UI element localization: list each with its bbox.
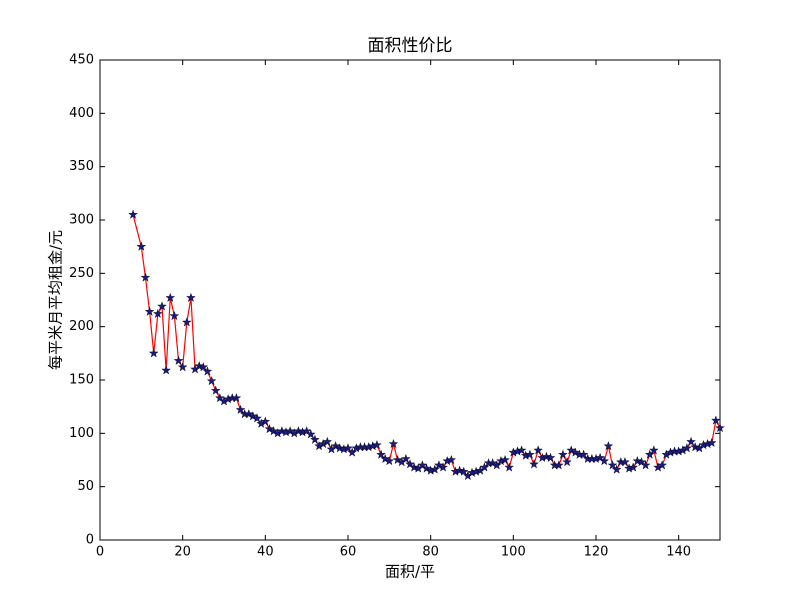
x-tick-label: 0 bbox=[96, 545, 104, 560]
data-point bbox=[438, 462, 448, 472]
data-point bbox=[210, 385, 221, 395]
data-point bbox=[516, 445, 527, 455]
data-point bbox=[570, 447, 581, 457]
data-point bbox=[566, 445, 577, 455]
x-axis-label: 面积/平 bbox=[385, 563, 435, 581]
data-point bbox=[260, 416, 271, 426]
data-point bbox=[686, 436, 696, 447]
data-point bbox=[305, 429, 316, 439]
data-point bbox=[248, 411, 258, 421]
y-tick-label: 350 bbox=[69, 159, 94, 174]
x-tick-label: 120 bbox=[584, 545, 609, 560]
data-point bbox=[401, 453, 411, 464]
data-point bbox=[529, 459, 539, 469]
data-point bbox=[525, 449, 535, 459]
x-tick-label: 40 bbox=[257, 545, 274, 560]
data-point bbox=[491, 460, 502, 470]
y-tick-label: 200 bbox=[69, 319, 94, 334]
x-tick-label: 100 bbox=[501, 545, 526, 560]
data-point bbox=[562, 457, 572, 467]
y-axis-label: 每平米月平均租金/元 bbox=[47, 230, 65, 370]
data-point bbox=[682, 443, 692, 453]
y-tick-label: 400 bbox=[69, 106, 94, 121]
data-point bbox=[429, 464, 440, 474]
data-point bbox=[252, 413, 262, 423]
y-tick-label: 300 bbox=[69, 213, 94, 228]
data-point bbox=[599, 455, 610, 466]
data-point bbox=[153, 308, 163, 319]
data-point bbox=[487, 458, 498, 468]
data-point bbox=[644, 449, 655, 459]
data-point bbox=[343, 443, 353, 453]
data-point bbox=[392, 454, 403, 465]
data-point bbox=[657, 460, 667, 470]
data-point bbox=[388, 438, 399, 449]
data-point bbox=[706, 437, 717, 448]
data-point bbox=[640, 460, 651, 470]
data-point bbox=[649, 445, 659, 455]
chart-title: 面积性价比 bbox=[368, 36, 453, 56]
data-point bbox=[607, 460, 618, 470]
data-point bbox=[434, 460, 444, 470]
data-point bbox=[264, 423, 275, 434]
data-point bbox=[558, 449, 568, 459]
data-point bbox=[376, 449, 386, 459]
data-point bbox=[198, 362, 209, 372]
data-point bbox=[446, 454, 457, 465]
data-point bbox=[177, 362, 188, 372]
data-point bbox=[421, 463, 432, 473]
data-point bbox=[603, 441, 614, 451]
data-point bbox=[235, 404, 246, 415]
data-point bbox=[545, 452, 556, 463]
data-point bbox=[578, 449, 589, 459]
x-tick-label: 140 bbox=[666, 545, 691, 560]
data-point bbox=[161, 365, 171, 375]
data-point bbox=[181, 317, 192, 327]
data-point bbox=[380, 453, 391, 464]
data-point bbox=[157, 301, 167, 311]
data-point bbox=[186, 292, 196, 303]
x-tick-label: 80 bbox=[422, 545, 439, 560]
y-tick-label: 450 bbox=[69, 53, 94, 68]
data-point bbox=[553, 460, 564, 470]
data-point bbox=[128, 209, 138, 219]
data-point bbox=[330, 441, 341, 451]
data-point bbox=[620, 457, 630, 467]
data-point bbox=[711, 415, 721, 425]
data-point bbox=[500, 454, 510, 465]
y-tick-label: 100 bbox=[69, 426, 94, 441]
y-tick-label: 150 bbox=[69, 373, 94, 388]
data-point bbox=[715, 422, 725, 433]
data-point bbox=[479, 462, 490, 472]
data-point bbox=[458, 466, 469, 476]
data-point bbox=[136, 241, 147, 251]
data-point bbox=[165, 292, 176, 303]
data-point bbox=[243, 409, 254, 419]
data-point bbox=[285, 426, 295, 436]
data-point bbox=[268, 426, 279, 436]
data-point bbox=[322, 436, 333, 447]
data-point bbox=[347, 447, 357, 457]
data-point bbox=[202, 366, 213, 376]
x-tick-label: 20 bbox=[174, 545, 191, 560]
y-tick-label: 250 bbox=[69, 266, 94, 281]
data-point bbox=[140, 272, 151, 282]
data-point bbox=[173, 355, 184, 365]
y-tick-label: 50 bbox=[77, 479, 94, 494]
data-point bbox=[148, 348, 159, 358]
y-tick-label: 0 bbox=[86, 533, 94, 548]
data-point bbox=[372, 439, 382, 450]
x-tick-label: 60 bbox=[340, 545, 357, 560]
data-point bbox=[231, 393, 242, 403]
data-point bbox=[611, 464, 622, 474]
data-point bbox=[169, 310, 180, 321]
data-point bbox=[144, 306, 155, 316]
data-point bbox=[504, 462, 515, 472]
data-point bbox=[310, 434, 320, 444]
data-point bbox=[533, 445, 543, 455]
data-point bbox=[206, 375, 217, 386]
data-point bbox=[384, 455, 395, 466]
data-point bbox=[628, 462, 639, 472]
